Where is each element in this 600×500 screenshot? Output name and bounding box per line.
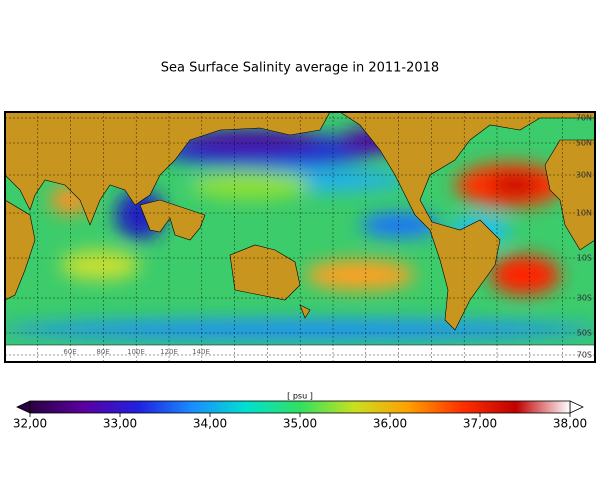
colorbar-tick-label: 34,00: [193, 417, 227, 431]
lat-label: 30N: [576, 171, 592, 180]
lat-label: 10S: [577, 254, 592, 263]
lon-label: 80E: [96, 348, 109, 356]
colorbar-tick-label: 32,00: [13, 417, 47, 431]
map: [5, 112, 595, 362]
colorbar-bar: [29, 400, 571, 414]
colorbar-tick-label: 38,00: [553, 417, 587, 431]
lat-label: 50N: [576, 139, 592, 148]
lat-label: 10N: [576, 209, 592, 218]
lat-label: 50S: [577, 329, 592, 338]
colorbar-arrow-low: [16, 400, 31, 414]
colorbar-label: [ psu ]: [287, 392, 313, 401]
title: Sea Surface Salinity average in 2011-201…: [161, 61, 439, 76]
lon-label: 100E: [127, 348, 145, 356]
colorbar-tick-label: 35,00: [283, 417, 317, 431]
lat-label: 70S: [577, 351, 592, 360]
lon-label: 60E: [63, 348, 76, 356]
lat-label: 70N: [576, 114, 592, 123]
colorbar-tick-label: 37,00: [463, 417, 497, 431]
lon-label: 140E: [192, 348, 210, 356]
lat-label: 30S: [577, 294, 592, 303]
grid: [5, 112, 595, 362]
colorbar-arrow-high: [569, 400, 584, 414]
colorbar-tick-label: 33,00: [103, 417, 137, 431]
colorbar-tick-label: 36,00: [373, 417, 407, 431]
lon-label: 120E: [160, 348, 178, 356]
land: [5, 112, 595, 362]
colorbar: 32,00 33,00 34,00 35,00 36,00 37,00 38,00: [13, 400, 587, 431]
map-frame: [4, 111, 596, 363]
